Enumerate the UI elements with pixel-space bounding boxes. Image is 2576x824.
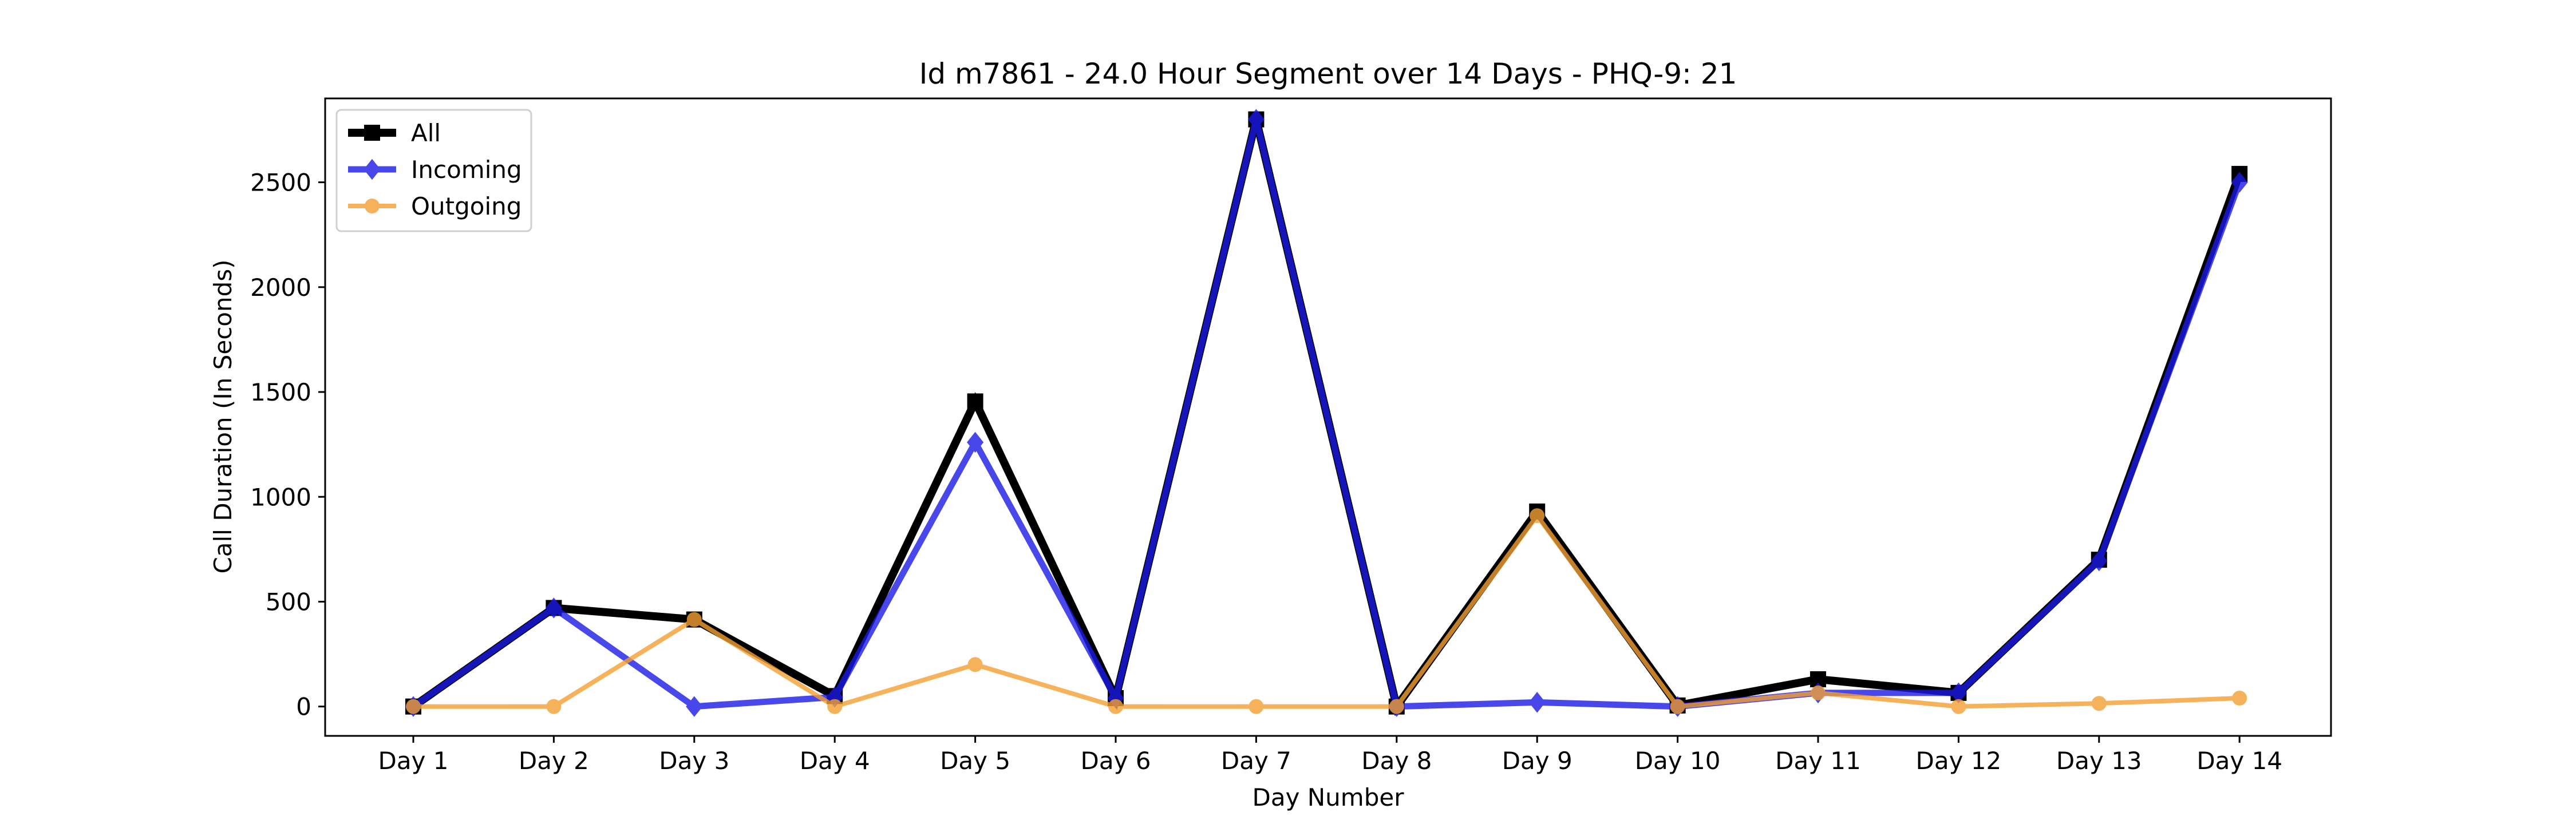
x-tick-label: Day 8: [1361, 747, 1432, 775]
x-tick-label: Day 12: [1916, 747, 2002, 775]
data-point: [1389, 699, 1404, 714]
x-tick-label: Day 11: [1775, 747, 1861, 775]
x-tick-label: Day 7: [1221, 747, 1291, 775]
data-point: [2231, 172, 2248, 193]
x-tick-label: Day 10: [1635, 747, 1721, 775]
data-point: [1670, 699, 1685, 714]
x-tick-label: Day 3: [659, 747, 729, 775]
data-point: [2091, 696, 2107, 711]
legend-label: Incoming: [411, 156, 522, 184]
y-tick-label: 2000: [250, 274, 311, 302]
plot-frame: [324, 97, 2332, 737]
data-point: [1108, 699, 1123, 714]
x-tick-label: Day 13: [2056, 747, 2142, 775]
data-point: [967, 393, 983, 410]
axis-ticks: Day 1 Day 2 Day 3 Day 4 Day 5 Day 6 Day 7 Day 8…: [250, 169, 2282, 775]
data-point: [1530, 508, 1545, 524]
x-axis-label: Day Number: [1252, 783, 1404, 811]
data-point: [967, 431, 984, 453]
y-tick-label: 0: [296, 693, 311, 721]
y-tick-label: 1500: [250, 378, 311, 406]
y-tick-label: 500: [266, 588, 311, 616]
data-point: [1247, 109, 1265, 130]
legend-box: [335, 109, 532, 232]
data-point: [1950, 682, 1967, 704]
data-point: [2232, 691, 2247, 706]
data-point: [686, 612, 702, 627]
y-axis-label: Call Duration (In Seconds): [209, 259, 237, 573]
data-point: [1528, 692, 1546, 713]
series-line-outgoing: [413, 512, 2240, 710]
y-tick-label: 2500: [250, 169, 311, 197]
data-point: [1107, 687, 1124, 709]
legend-item: [348, 199, 396, 213]
x-tick-label: Day 14: [2196, 747, 2282, 775]
series-lines: [405, 109, 2248, 717]
x-tick-label: Day 1: [378, 747, 448, 775]
data-point: [546, 699, 562, 714]
series-line-incoming: [411, 118, 2243, 710]
legend-label: Outgoing: [411, 192, 521, 220]
legend-marker: [364, 159, 381, 180]
legend-marker: [364, 125, 380, 141]
legend-item: [348, 125, 396, 141]
data-point: [406, 699, 421, 714]
legend-marker: [365, 199, 380, 213]
x-tick-label: Day 4: [800, 747, 870, 775]
chart-title: Id m7861 - 24.0 Hour Segment over 14 Day…: [919, 57, 1737, 90]
data-point: [2091, 550, 2108, 572]
x-tick-label: Day 6: [1080, 747, 1151, 775]
y-tick-label: 1000: [250, 483, 311, 511]
legend-label: All: [411, 119, 441, 147]
data-point: [1249, 699, 1264, 714]
data-point: [967, 657, 983, 672]
data-point: [1811, 685, 1826, 700]
x-tick-label: Day 2: [519, 747, 589, 775]
data-point: [686, 696, 703, 717]
data-point: [827, 699, 843, 714]
x-tick-label: Day 9: [1502, 747, 1573, 775]
x-tick-label: Day 5: [940, 747, 1010, 775]
legend: All Incoming Outgoing: [335, 109, 532, 232]
legend-item: [348, 159, 396, 180]
series-outgoing: [406, 508, 2247, 714]
data-point: [1951, 699, 1966, 714]
data-point: [545, 597, 562, 619]
